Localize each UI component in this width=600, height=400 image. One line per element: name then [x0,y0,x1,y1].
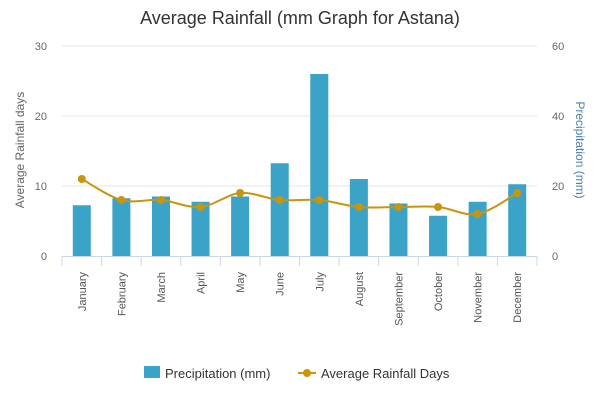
point-rainfall-days-january [77,175,86,183]
point-rainfall-days-november [473,210,482,218]
bar-precipitation-january [72,205,91,256]
x-label-september: September [393,272,405,326]
point-rainfall-days-december [513,189,522,197]
x-label-may: May [235,272,247,293]
point-rainfall-days-june [275,196,284,204]
right-tick-label: 60 [552,41,564,53]
x-axis [61,256,538,266]
bar-precipitation-july [310,74,329,256]
legend-label-precipitation: Precipitation (mm) [165,366,270,381]
left-axis-ticks: 0 10 20 30 [35,41,47,263]
point-rainfall-days-october [434,203,443,211]
bar-precipitation-october [429,215,448,256]
legend-bar-swatch [144,366,160,378]
precipitation-bars [72,74,527,256]
legend-item-rainfall-days[interactable]: Average Rainfall Days [298,366,450,381]
x-label-august: August [354,272,366,306]
x-label-april: April [196,272,208,294]
rainfall-days-points [77,175,522,218]
rainfall-days-line [81,178,518,216]
point-rainfall-days-september [394,203,403,211]
gridlines [62,45,537,187]
x-label-march: March [156,272,168,303]
bar-precipitation-june [270,163,289,256]
left-tick-label: 0 [41,251,47,263]
point-rainfall-days-august [354,203,363,211]
point-rainfall-days-july [315,196,324,204]
bar-precipitation-march [151,196,170,256]
left-tick-label: 20 [35,111,47,123]
x-label-july: July [314,272,326,292]
x-label-november: November [473,272,485,323]
right-axis-title: Precipitation (mm) [573,101,587,198]
x-label-october: October [433,272,445,311]
right-tick-label: 40 [552,111,564,123]
bar-precipitation-august [349,179,368,256]
point-rainfall-days-may [236,189,245,197]
left-axis-title: Average Rainfall days [13,92,27,209]
x-label-january: January [77,272,89,312]
left-tick-label: 10 [35,181,47,193]
x-axis-labels: January February March April May June July Augu… [77,272,524,326]
right-tick-label: 20 [552,181,564,193]
legend-item-precipitation[interactable]: Precipitation (mm) [144,366,270,381]
bar-precipitation-april [191,201,210,256]
bar-precipitation-may [231,196,250,256]
legend-line-marker [303,369,311,377]
point-rainfall-days-march [156,196,165,204]
right-tick-label: 0 [552,251,558,263]
x-label-june: June [275,272,287,296]
chart-title: Average Rainfall (mm Graph for Astana) [140,8,460,28]
left-tick-label: 30 [35,41,47,53]
bar-precipitation-december [508,184,527,256]
bar-precipitation-february [112,198,131,256]
bar-precipitation-november [468,201,487,256]
right-axis-ticks: 0 20 40 60 [552,41,564,263]
x-label-february: February [116,272,128,317]
bar-precipitation-september [389,203,408,256]
x-label-december: December [512,272,524,323]
legend: Precipitation (mm) Average Rainfall Days [144,366,450,381]
point-rainfall-days-april [196,203,205,211]
legend-label-rainfall-days: Average Rainfall Days [321,366,450,381]
point-rainfall-days-february [117,196,126,204]
